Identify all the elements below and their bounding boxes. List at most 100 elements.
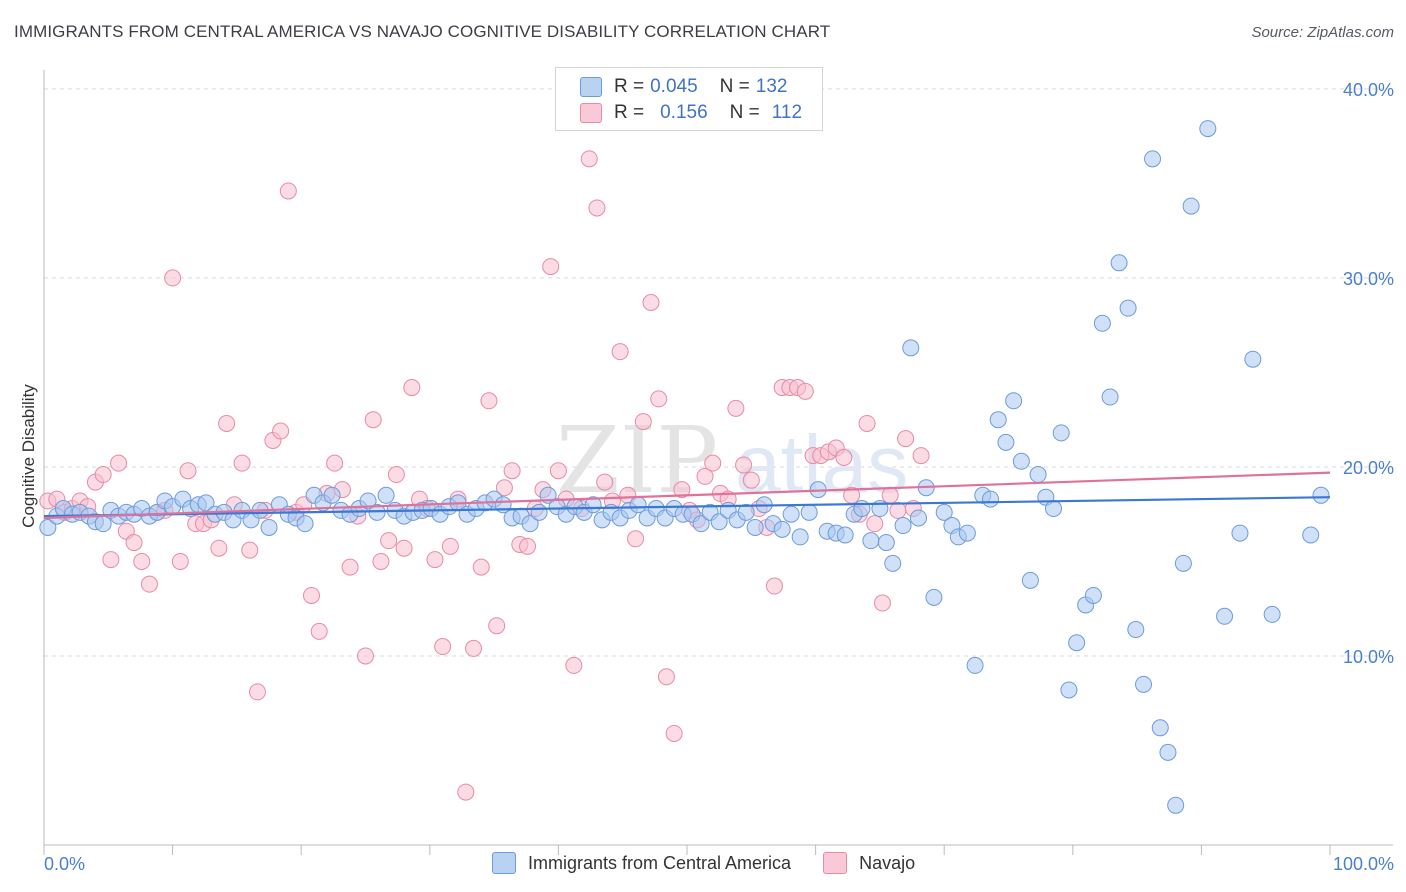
data-point-navajo (796, 382, 814, 400)
data-point-navajo (457, 783, 475, 801)
data-point-central-america (746, 518, 764, 536)
data-point-navajo (596, 473, 614, 491)
data-point-navajo (588, 199, 606, 217)
data-point-navajo (657, 668, 675, 686)
data-point-navajo (272, 422, 290, 440)
data-point-navajo (140, 575, 158, 593)
data-point-central-america (1060, 681, 1078, 699)
data-point-central-america (791, 528, 809, 546)
data-point-navajo (735, 456, 753, 474)
data-point-navajo (634, 413, 652, 431)
data-point-central-america (1005, 392, 1023, 410)
data-point-navajo (310, 622, 328, 640)
data-point-central-america (981, 490, 999, 508)
data-point-navajo (465, 639, 483, 657)
data-point-navajo (673, 481, 691, 499)
legend-n-value: 132 (755, 76, 788, 97)
data-point-navajo (94, 466, 112, 484)
legend-r-value: 0.156 (660, 102, 708, 123)
data-point-central-america (1068, 634, 1086, 652)
data-point-navajo (727, 399, 745, 417)
data-point-navajo (472, 558, 490, 576)
data-point-central-america (1231, 524, 1249, 542)
x-tick-label-max: 100.0% (1333, 854, 1394, 874)
legend-r-label: R = (614, 102, 645, 123)
data-point-navajo (395, 539, 413, 557)
data-point-central-america (1127, 621, 1145, 639)
data-point-navajo (164, 269, 182, 287)
data-point-central-america (935, 503, 953, 521)
y-tick-label: 40.0% (1343, 80, 1394, 100)
data-point-navajo (218, 414, 236, 432)
data-point-central-america (1174, 554, 1192, 572)
data-point-central-america (782, 505, 800, 523)
data-point-navajo (742, 471, 760, 489)
data-point-central-america (296, 515, 314, 533)
series-legend-central-america: Immigrants from Central America (492, 852, 791, 874)
data-point-central-america (1216, 607, 1234, 625)
data-point-navajo (125, 534, 143, 552)
data-point-central-america (1110, 254, 1128, 272)
data-point-navajo (380, 532, 398, 550)
data-point-navajo (480, 392, 498, 410)
data-point-navajo (503, 462, 521, 480)
data-point-navajo (102, 551, 120, 569)
data-point-navajo (704, 454, 722, 472)
data-point-central-america (1182, 197, 1200, 215)
data-point-navajo (241, 541, 259, 559)
y-tick-label: 20.0% (1343, 458, 1394, 478)
trend-line-navajo (43, 471, 1331, 520)
data-point-navajo (873, 594, 891, 612)
data-point-central-america (1312, 486, 1330, 504)
data-point-central-america (800, 503, 818, 521)
data-point-navajo (387, 466, 405, 484)
data-point-central-america (966, 656, 984, 674)
data-point-central-america (1101, 388, 1119, 406)
legend-n-value: 112 (771, 102, 803, 123)
data-point-navajo (364, 411, 382, 429)
data-point-navajo (765, 577, 783, 595)
data-point-central-america (894, 517, 912, 535)
data-point-central-america (1135, 675, 1153, 693)
y-tick-label: 30.0% (1343, 269, 1394, 289)
source-note: Source: ZipAtlas.com (1251, 24, 1394, 41)
data-point-navajo (696, 467, 714, 485)
data-point-navajo (248, 683, 266, 701)
data-point-central-america (1021, 571, 1039, 589)
data-point-navajo (426, 551, 444, 569)
data-point-central-america (1144, 150, 1162, 168)
series-swatch-pink (823, 852, 848, 874)
data-point-central-america (925, 588, 943, 606)
legend-n-label: N = (729, 102, 760, 123)
legend-r-value: 0.045 (650, 76, 698, 97)
data-point-central-america (1119, 299, 1137, 317)
data-point-navajo (858, 414, 876, 432)
x-tick-label-min: 0.0% (44, 854, 85, 874)
series-legend-navajo: Navajo (823, 852, 915, 874)
data-point-navajo (372, 552, 390, 570)
data-point-navajo (519, 537, 537, 555)
trend-line-central-america (43, 496, 1331, 518)
data-point-central-america (39, 518, 57, 536)
data-point-central-america (1167, 796, 1185, 814)
axes (43, 70, 1393, 855)
data-point-central-america (884, 554, 902, 572)
data-point-navajo (233, 454, 251, 472)
grid-lines (44, 88, 1393, 657)
data-point-central-america (260, 518, 278, 536)
data-point-navajo (650, 390, 668, 408)
y-tick-label: 10.0% (1343, 647, 1394, 667)
data-point-central-america (692, 515, 710, 533)
chart-title: IMMIGRANTS FROM CENTRAL AMERICA VS NAVAJ… (14, 22, 831, 41)
legend: R = 0.045 N = 132 R = 0.156 N = 112 (555, 67, 823, 131)
data-point-central-america (1093, 314, 1111, 332)
data-point-navajo (488, 617, 506, 635)
data-point-navajo (434, 638, 452, 656)
data-point-central-america (773, 520, 791, 538)
data-point-navajo (403, 379, 421, 397)
data-point-navajo (495, 479, 513, 497)
legend-r-label: R = (614, 76, 645, 97)
data-point-navajo (549, 462, 567, 480)
data-point-navajo (665, 724, 683, 742)
